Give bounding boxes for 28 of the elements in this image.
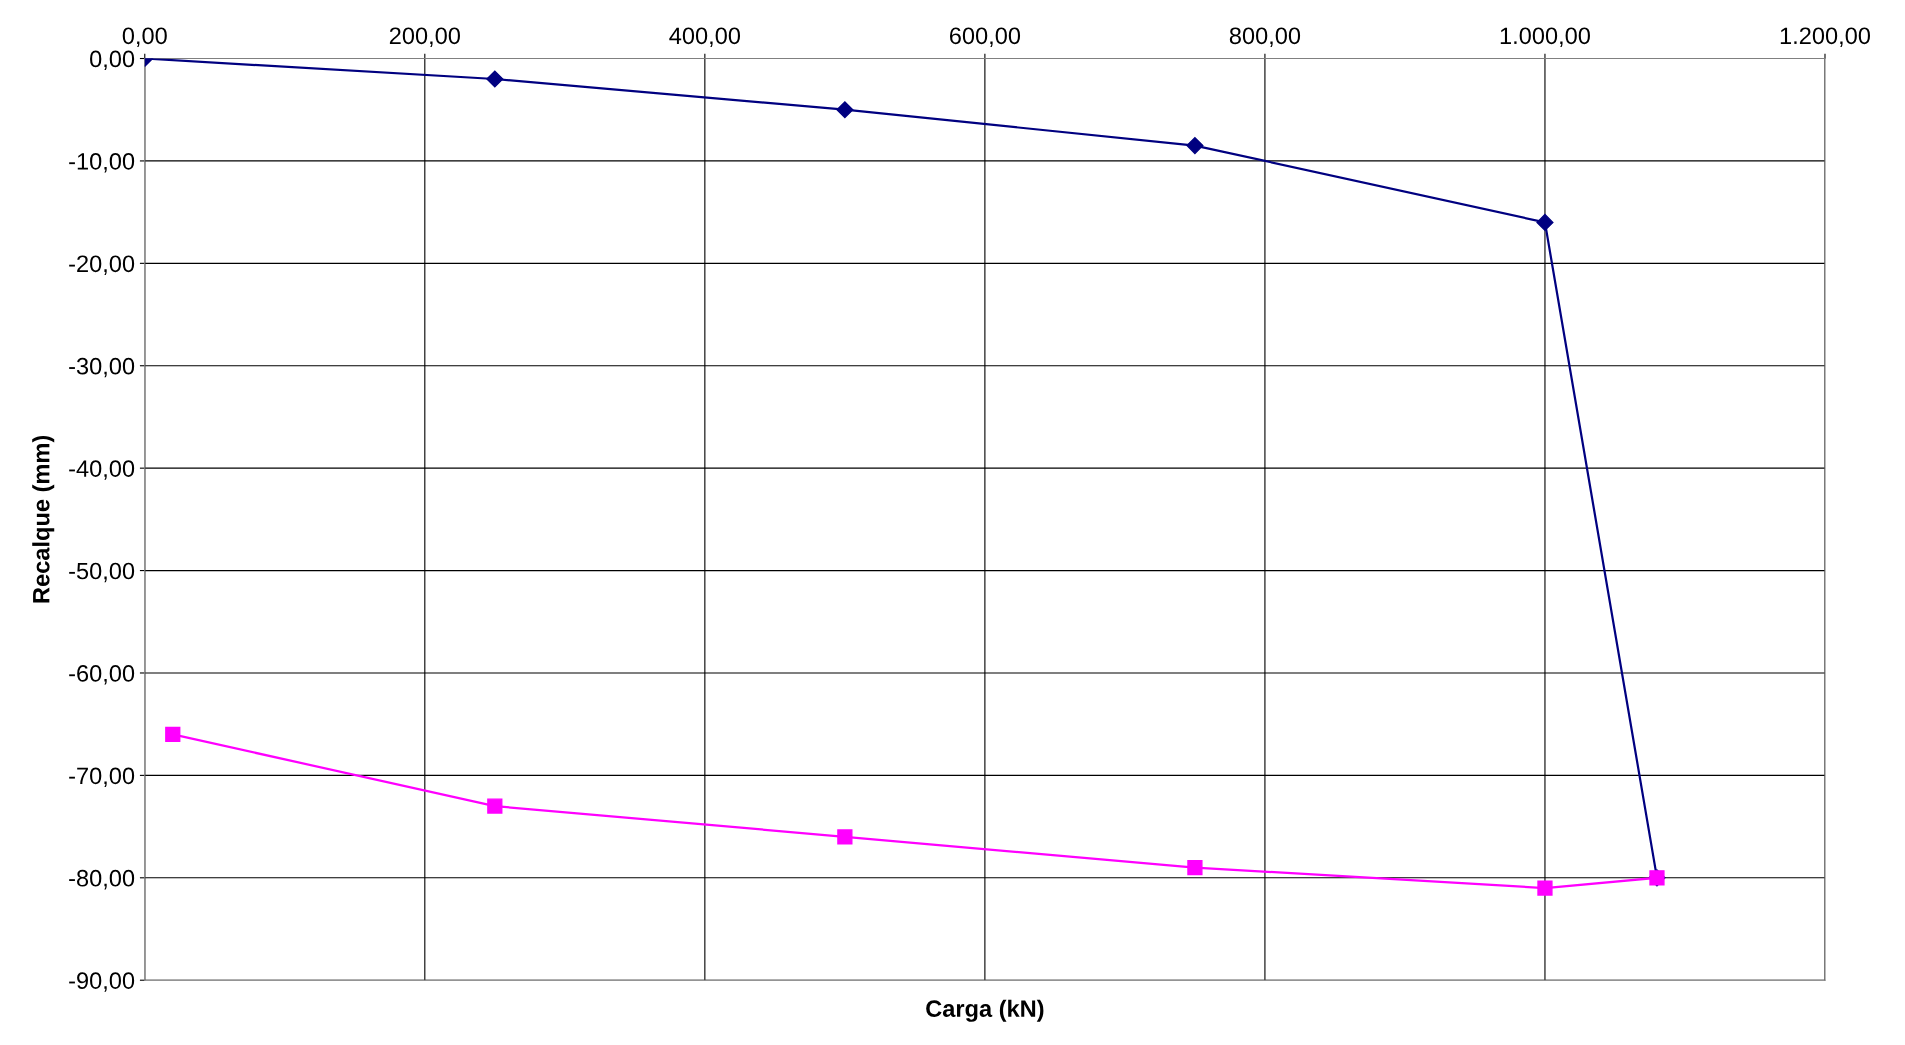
y-tick-label: -30,00 <box>69 357 135 378</box>
x-tick-label: 200,00 <box>389 27 460 47</box>
y-tick-label: -60,00 <box>69 665 135 685</box>
x-tick-label: 800,00 <box>1229 27 1301 47</box>
y-tick-label: -10,00 <box>69 153 135 173</box>
point <box>1186 137 1204 155</box>
y-tick-label: -70,00 <box>69 767 135 787</box>
x-tick-label: 1.000,00 <box>1500 27 1590 47</box>
y-tick-label: 0,00 <box>90 50 135 71</box>
y-tick-label: -90,00 <box>69 972 135 992</box>
point <box>837 829 853 845</box>
y-tick-label: -40,00 <box>69 460 135 480</box>
point <box>1537 880 1553 896</box>
point <box>486 70 504 88</box>
y-axis-title: Recalque (mm) <box>32 435 55 603</box>
x-tick-label: 400,00 <box>669 27 741 47</box>
point <box>487 798 503 814</box>
y-tick-label: -20,00 <box>69 255 135 275</box>
x-tick-label: 1.200,00 <box>1780 27 1871 47</box>
x-tick-label: 600,00 <box>949 27 1021 47</box>
point <box>1536 213 1554 231</box>
point <box>1187 859 1203 876</box>
y-tick-label: -50,00 <box>69 562 135 583</box>
point <box>165 726 181 743</box>
point <box>836 101 854 119</box>
x-tick-label: 0,00 <box>122 27 167 47</box>
x-axis-title: Carga (kN) <box>926 999 1044 1022</box>
y-tick-label: -80,00 <box>69 869 135 890</box>
